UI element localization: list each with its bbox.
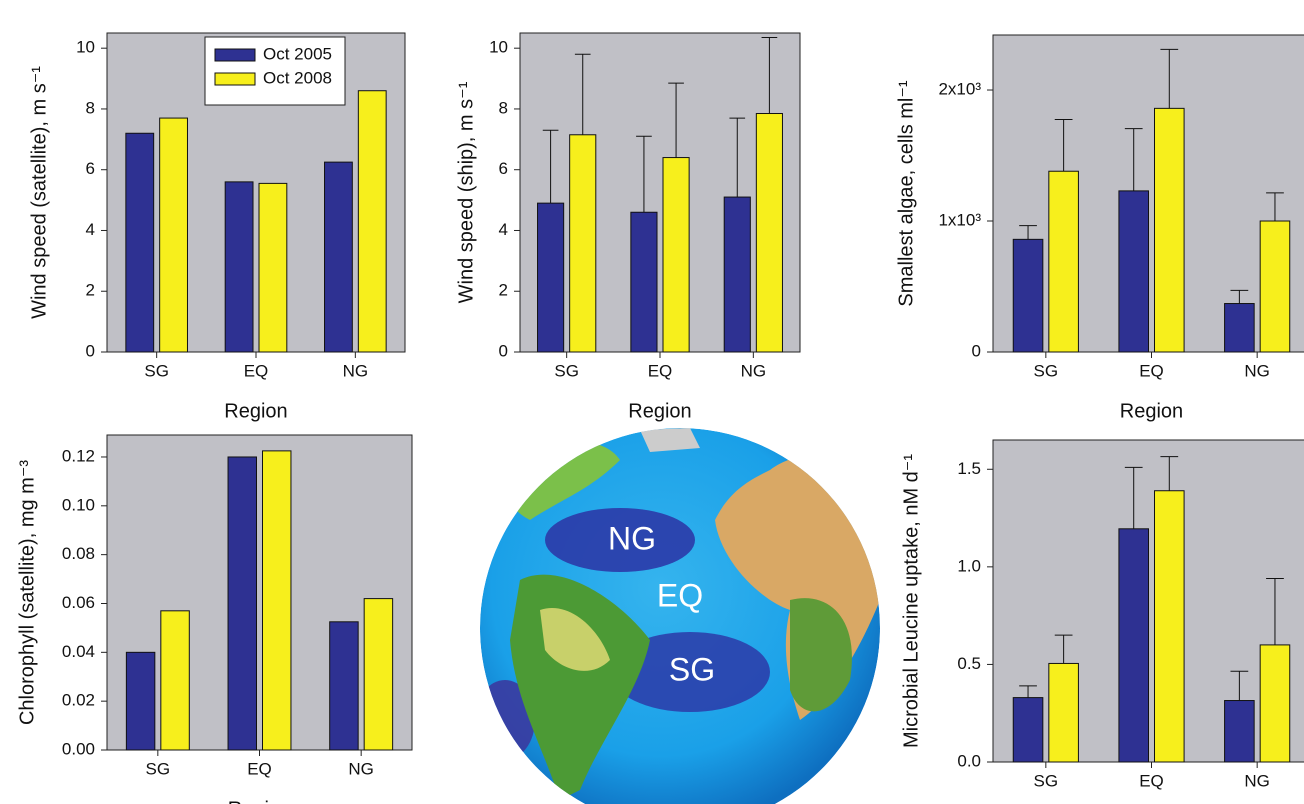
- x-tick-label: EQ: [648, 361, 673, 380]
- bar: [161, 611, 189, 750]
- bar: [228, 457, 256, 750]
- x-tick-label: EQ: [244, 361, 269, 380]
- bar: [1049, 171, 1079, 352]
- legend-swatch: [215, 73, 255, 85]
- x-tick-label: EQ: [247, 759, 272, 778]
- bar: [756, 114, 782, 352]
- bar: [1155, 491, 1185, 762]
- bar: [259, 183, 287, 352]
- bar: [160, 118, 188, 352]
- y-tick-label: 1.0: [957, 556, 981, 575]
- bar: [663, 158, 689, 352]
- y-tick-label: 0.04: [62, 642, 95, 661]
- bar: [1155, 108, 1185, 352]
- bar: [1013, 239, 1043, 352]
- x-tick-label: SG: [146, 759, 171, 778]
- legend-label: Oct 2005: [263, 44, 332, 63]
- bar: [1119, 191, 1149, 352]
- y-tick-label: 0.06: [62, 593, 95, 612]
- x-axis-label: Region: [224, 400, 287, 422]
- y-tick-label: 6: [499, 159, 508, 178]
- globe-label: EQ: [657, 577, 703, 613]
- y-tick-label: 0.08: [62, 544, 95, 563]
- x-tick-label: NG: [741, 361, 767, 380]
- x-tick-label: NG: [1244, 361, 1270, 380]
- bar: [1225, 701, 1255, 762]
- bar: [330, 622, 358, 750]
- bar: [1049, 663, 1079, 762]
- bar: [263, 451, 291, 750]
- x-tick-label: SG: [1034, 361, 1059, 380]
- bar: [364, 599, 392, 750]
- y-tick-label: 0.12: [62, 446, 95, 465]
- y-tick-label: 1.5: [957, 459, 981, 478]
- y-axis-label: Smallest algae, cells ml⁻¹: [895, 80, 917, 307]
- x-tick-label: SG: [144, 361, 169, 380]
- bar: [538, 203, 564, 352]
- bar: [1225, 304, 1255, 352]
- y-tick-label: 0.5: [957, 654, 981, 673]
- y-tick-label: 0: [499, 341, 508, 360]
- y-tick-label: 0: [972, 341, 981, 360]
- y-tick-label: 2: [499, 281, 508, 300]
- bar: [724, 197, 750, 352]
- y-tick-label: 2: [86, 281, 95, 300]
- legend-label: Oct 2008: [263, 68, 332, 87]
- y-tick-label: 0.10: [62, 495, 95, 514]
- y-tick-label: 10: [489, 38, 508, 57]
- bar: [1119, 529, 1149, 762]
- x-axis-label: Region: [228, 798, 291, 804]
- y-axis-label: Wind speed (ship), m s⁻¹: [455, 81, 477, 303]
- y-tick-label: 4: [499, 220, 508, 239]
- bar: [570, 135, 596, 352]
- y-tick-label: 2x10³: [938, 80, 981, 99]
- bar: [1260, 645, 1290, 762]
- bar: [631, 212, 657, 352]
- bar: [126, 652, 154, 750]
- bar: [225, 182, 253, 352]
- y-tick-label: 4: [86, 220, 95, 239]
- y-tick-label: 8: [86, 98, 95, 117]
- bar: [325, 162, 353, 352]
- bar: [1013, 698, 1043, 762]
- y-axis-label: Wind speed (satellite), m s⁻¹: [28, 66, 50, 319]
- y-tick-label: 0.0: [957, 751, 981, 770]
- y-tick-label: 6: [86, 159, 95, 178]
- x-axis-label: Region: [1120, 400, 1183, 422]
- y-tick-label: 10: [76, 38, 95, 57]
- y-axis-label: Microbial Leucine uptake, nM d⁻¹: [900, 454, 922, 748]
- legend-swatch: [215, 49, 255, 61]
- y-axis-label: Chlorophyll (satellite), mg m⁻³: [16, 460, 38, 725]
- x-tick-label: NG: [343, 361, 369, 380]
- bar: [1260, 221, 1290, 352]
- bar: [126, 133, 154, 352]
- x-axis-label: Region: [628, 400, 691, 422]
- y-tick-label: 8: [499, 98, 508, 117]
- y-tick-label: 1x10³: [938, 210, 981, 229]
- x-tick-label: NG: [348, 759, 374, 778]
- y-tick-label: 0.00: [62, 739, 95, 758]
- y-tick-label: 0: [86, 341, 95, 360]
- x-tick-label: EQ: [1139, 771, 1164, 790]
- figure: NG EQ SG 0246810SGEQNGRegionWind speed (…: [0, 0, 1304, 804]
- bar: [358, 91, 386, 352]
- x-tick-label: SG: [1034, 771, 1059, 790]
- globe-label: SG: [669, 651, 715, 687]
- globe-label: NG: [608, 520, 656, 556]
- x-tick-label: SG: [554, 361, 579, 380]
- y-tick-label: 0.02: [62, 691, 95, 710]
- x-tick-label: NG: [1244, 771, 1270, 790]
- x-tick-label: EQ: [1139, 361, 1164, 380]
- globe: [475, 428, 885, 804]
